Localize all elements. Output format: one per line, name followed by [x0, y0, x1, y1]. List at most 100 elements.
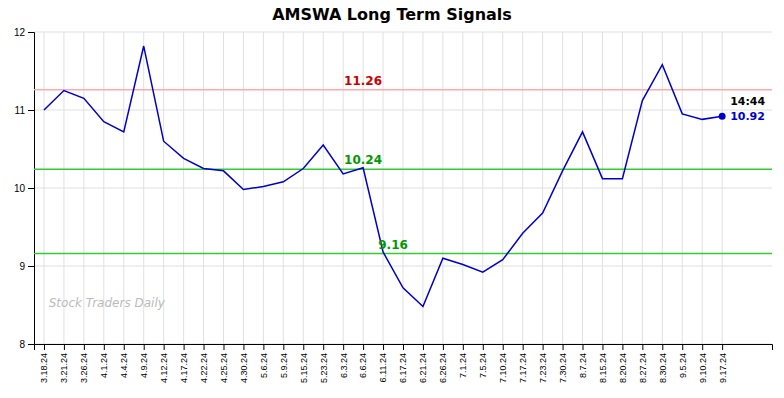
grid-line [722, 32, 723, 344]
tick-mark [323, 344, 324, 350]
tick-label: 4.1.24 [99, 353, 109, 378]
tick-label: 3.21.24 [59, 353, 69, 383]
tick-label: 8.7.24 [578, 353, 588, 378]
tick: 12 [14, 27, 34, 38]
tick-mark [543, 344, 544, 350]
signal-line [34, 89, 772, 91]
grid-line [223, 32, 224, 344]
tick: 5.9.24 [279, 344, 289, 378]
tick-mark [563, 344, 564, 350]
tick: 8.20.24 [618, 344, 628, 383]
axis-line [28, 33, 35, 345]
tick-mark [283, 344, 284, 350]
grid-line [702, 32, 703, 344]
tick-mark [184, 344, 185, 350]
tick-label: 6.11.24 [378, 353, 388, 382]
tick-mark [104, 344, 105, 350]
grid-line [582, 32, 583, 344]
tick-label: 9.5.24 [678, 353, 688, 378]
tick: 6.3.24 [339, 344, 349, 378]
tick-mark [483, 344, 484, 350]
tick-label: 6.3.24 [339, 353, 349, 378]
tick: 3.26.24 [79, 344, 89, 383]
tick-mark [243, 344, 244, 350]
tick: 4.12.24 [159, 344, 169, 383]
tick-label: 5.6.24 [259, 353, 269, 378]
tick: 7.30.24 [558, 344, 568, 383]
tick-mark [303, 344, 304, 350]
title: AMSWA Long Term Signals [272, 5, 512, 24]
watermark: Stock Traders Daily [49, 296, 166, 310]
grid-line [642, 32, 643, 344]
tick-label: 3.18.24 [39, 353, 49, 383]
tick: 8.15.24 [598, 344, 608, 383]
tick-label: 6.6.24 [358, 353, 368, 378]
tick-label: 5.9.24 [279, 353, 289, 378]
tick-label: 7.5.24 [478, 353, 488, 378]
tick-label: 8.15.24 [598, 353, 608, 383]
tick-mark [583, 344, 584, 350]
tick-mark [702, 344, 703, 350]
signal-line [34, 253, 772, 255]
tick: 6.17.24 [398, 344, 408, 383]
tick-mark [662, 344, 663, 350]
last-point [719, 113, 726, 120]
tick-mark [343, 344, 344, 350]
tick-label: 9 [19, 261, 25, 272]
tick-label: 7.1.24 [458, 353, 468, 378]
tick-mark [682, 344, 683, 350]
tick-mark [164, 344, 165, 350]
y-axis: 89101112 [14, 27, 35, 350]
tick-mark [423, 344, 424, 350]
tick: 9.17.24 [718, 344, 728, 383]
tick: 8.30.24 [658, 344, 668, 383]
x-axis: 3.18.243.21.243.26.244.1.244.4.244.9.244… [35, 344, 773, 383]
tick-mark [383, 344, 384, 350]
tick-label: 6.21.24 [418, 353, 428, 383]
tick: 6.6.24 [358, 344, 368, 378]
grid-line [422, 32, 423, 344]
tick: 11 [15, 105, 34, 116]
grid-line [562, 32, 563, 344]
tick-mark [84, 344, 85, 350]
tick-label: 12 [14, 27, 26, 38]
tick-mark [642, 344, 643, 350]
tick-label: 6.26.24 [438, 353, 448, 383]
tick: 4.9.24 [139, 344, 149, 378]
tick-mark [28, 266, 34, 267]
tick-mark [463, 344, 464, 350]
tick: 8.7.24 [578, 344, 588, 378]
tick-mark [443, 344, 444, 350]
grid-line [43, 32, 44, 344]
tick: 4.25.24 [219, 344, 229, 383]
tick: 4.17.24 [179, 344, 189, 383]
grid-line [403, 32, 404, 344]
tick: 3.21.24 [59, 344, 69, 383]
chart: AMSWA Long Term Signals891011123.18.243.… [0, 0, 784, 398]
grid-line [283, 32, 284, 344]
tick-mark [523, 344, 524, 350]
tick: 7.5.24 [478, 344, 488, 378]
axis-line [35, 345, 773, 351]
marks [34, 46, 772, 307]
grid-line [542, 32, 543, 344]
signal-label: 10.24 [344, 153, 382, 167]
tick-mark [602, 344, 603, 350]
tick: 7.23.24 [538, 344, 548, 383]
tick: 8 [19, 339, 34, 350]
tick-mark [124, 344, 125, 350]
grid-line [383, 32, 384, 344]
tick-label: 4.9.24 [139, 353, 149, 378]
tick-label: 7.17.24 [518, 353, 528, 383]
tick-label: 4.30.24 [239, 353, 249, 383]
tick: 6.21.24 [418, 344, 428, 383]
tick: 5.23.24 [319, 344, 329, 383]
tick-mark [144, 344, 145, 350]
tick-label: 4.12.24 [159, 353, 169, 383]
tick-label: 4.22.24 [199, 353, 209, 383]
signal-label: 11.26 [344, 74, 382, 88]
tick: 9.10.24 [698, 344, 708, 383]
signal-line [34, 169, 772, 171]
tick-mark [622, 344, 623, 350]
grid-line [682, 32, 683, 344]
